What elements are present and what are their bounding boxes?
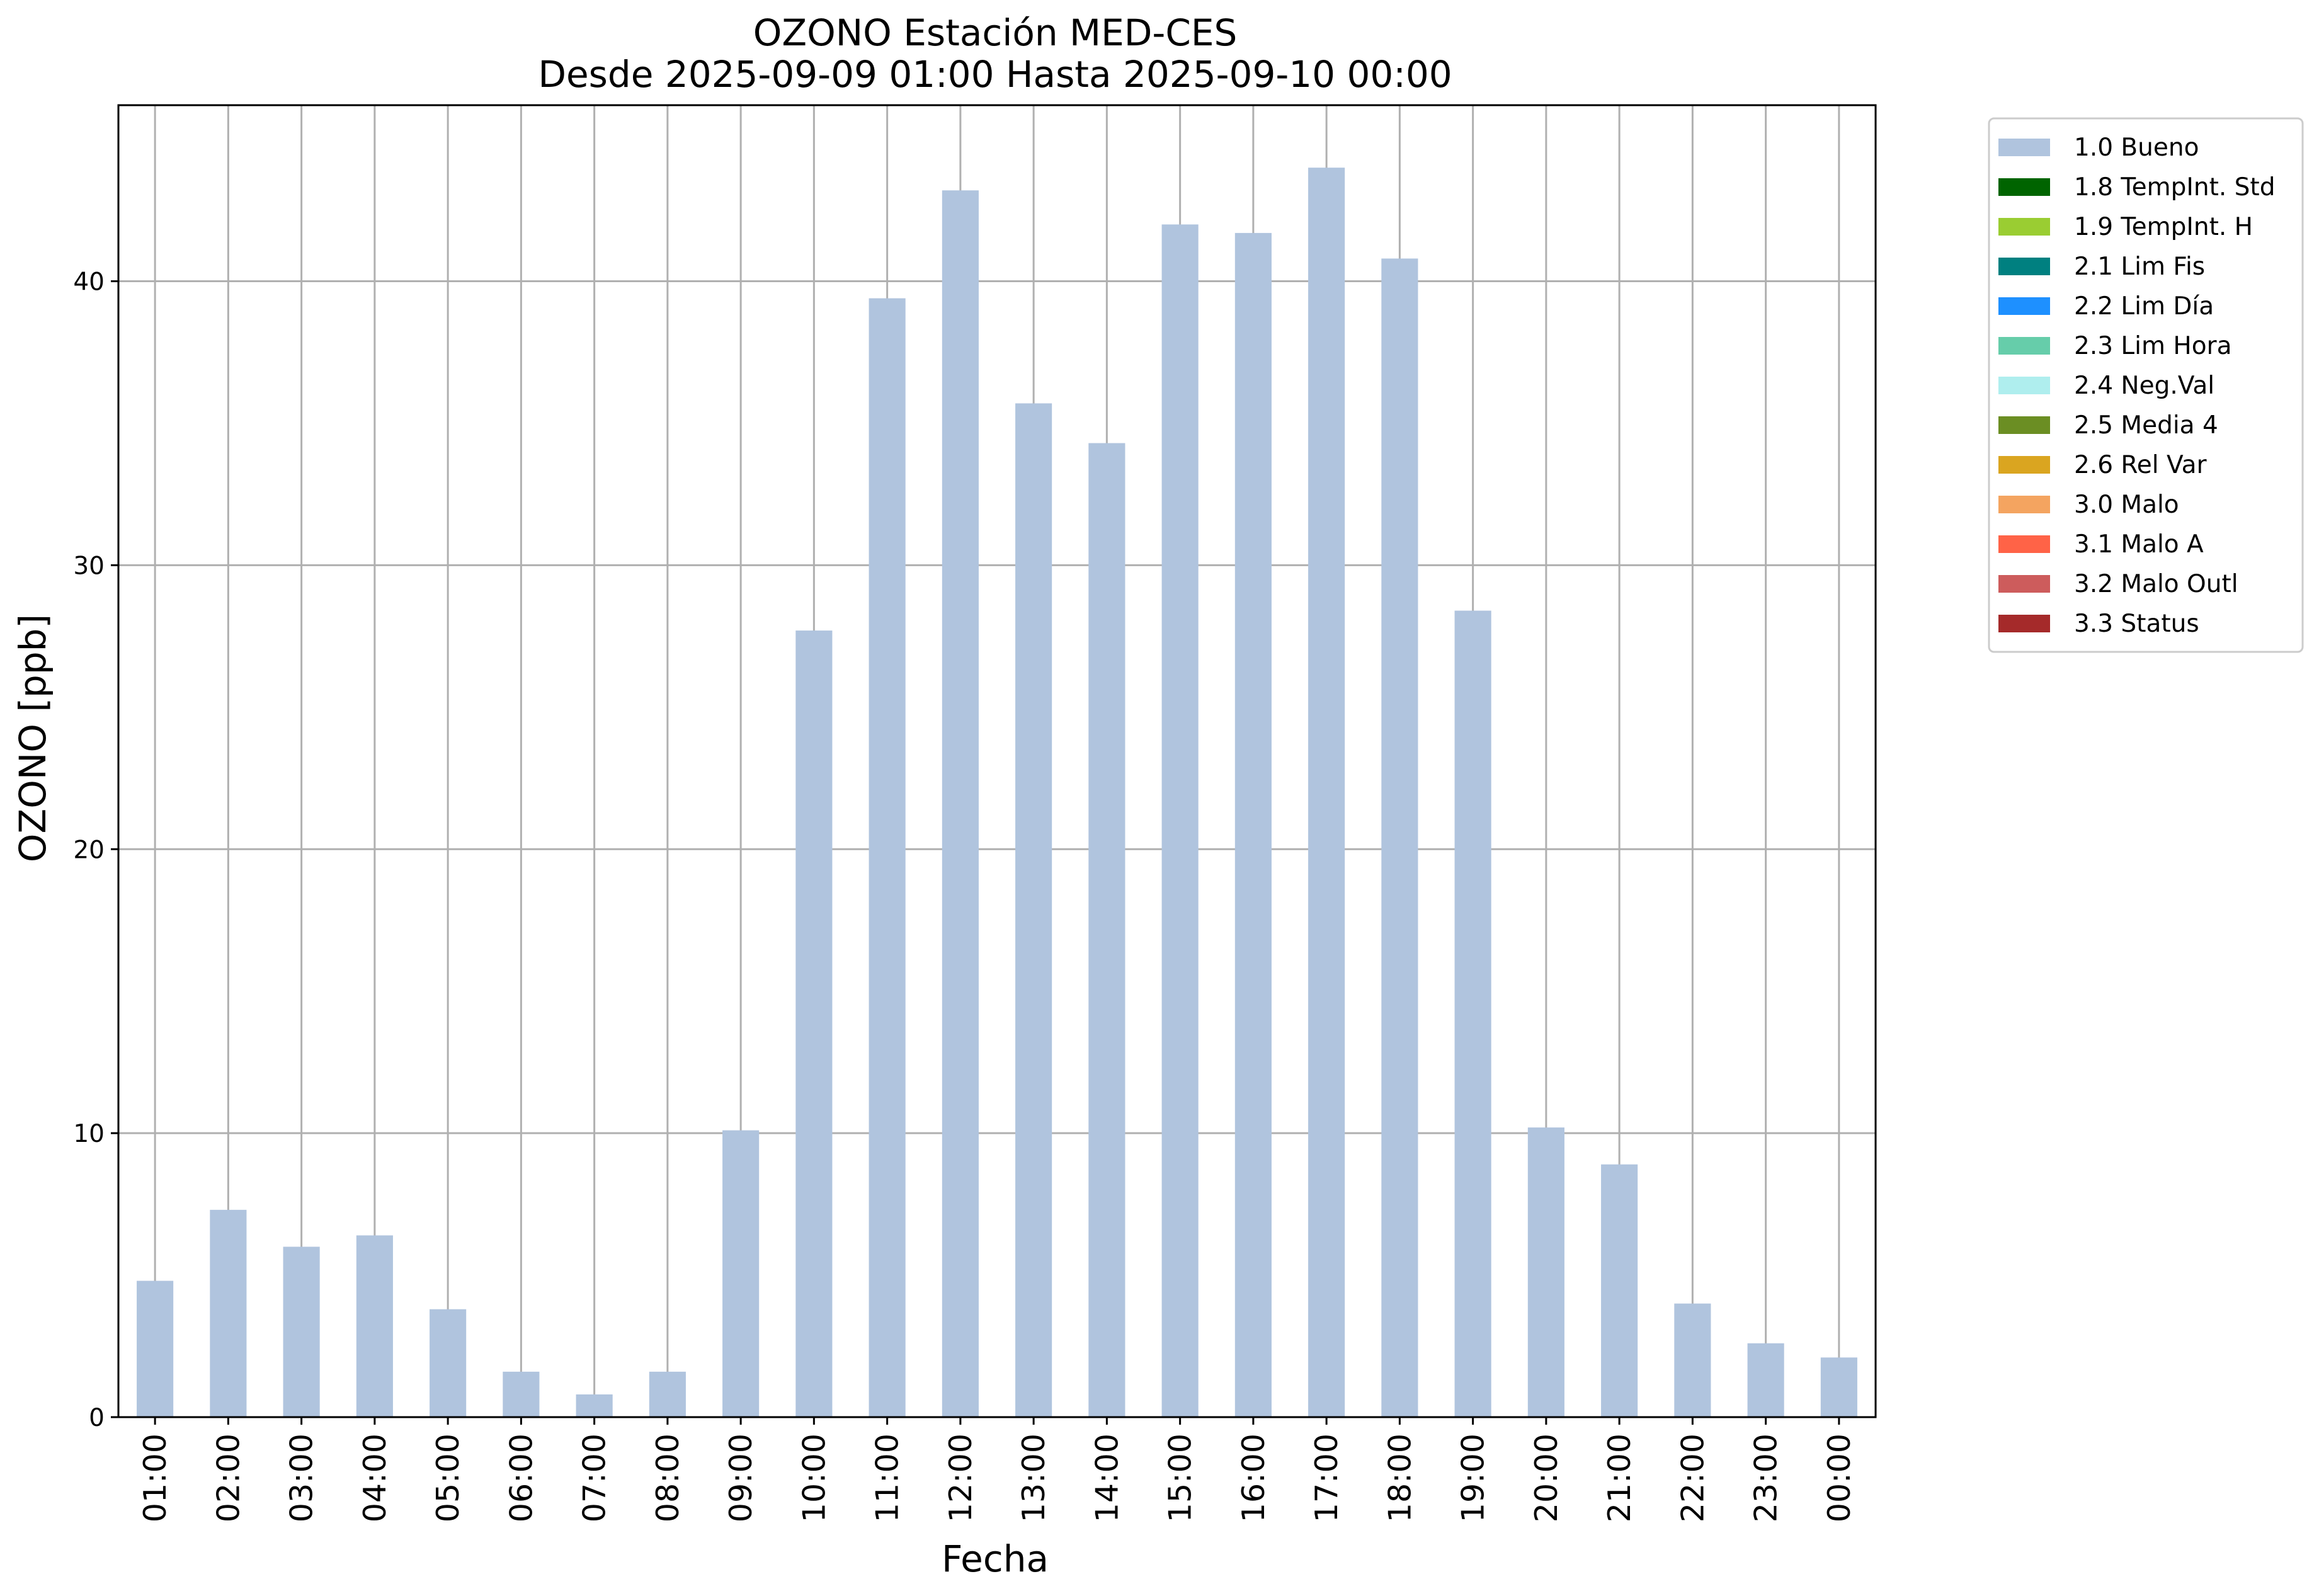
bar-2000 [1527,1127,1564,1417]
bar-0900 [722,1130,760,1417]
bar-0500 [430,1309,467,1417]
y-axis: 0 10 20 30 40 [73,268,118,1432]
x-tick-label: 03:00 [284,1434,320,1522]
bar-0000 [1820,1357,1857,1417]
x-tick-label: 19:00 [1456,1434,1491,1522]
x-tick-label: 09:00 [723,1434,759,1522]
x-tick-label: 10:00 [796,1434,832,1522]
x-tick-label: 04:00 [357,1434,393,1522]
bar-2300 [1747,1343,1784,1417]
legend-swatch [1998,337,2050,355]
legend-label: 2.3 Lim Hora [2074,332,2232,360]
x-tick-label: 05:00 [430,1434,466,1522]
legend-label: 3.2 Malo Outl [2074,570,2238,598]
x-axis: 01:00 02:00 03:00 04:00 05:00 06:00 07:00 08:00… [137,1417,1857,1522]
legend-label: 2.4 Neg.Val [2074,372,2214,400]
bar-0200 [210,1209,247,1417]
legend-label: 2.2 Lim Día [2074,292,2214,321]
legend-swatch [1998,496,2050,513]
chart-subtitle: Desde 2025-09-09 01:00 Hasta 2025-09-10 … [538,53,1452,96]
legend-swatch [1998,377,2050,394]
legend-label: 3.3 Status [2074,610,2199,638]
x-tick-label: 17:00 [1309,1434,1345,1522]
bar-1400 [1088,443,1125,1417]
bar-2100 [1601,1164,1638,1417]
x-tick-label: 00:00 [1821,1434,1857,1522]
legend-label: 3.0 Malo [2074,491,2179,519]
legend-swatch [1998,297,2050,315]
x-tick-label: 18:00 [1382,1434,1418,1522]
x-tick-label: 06:00 [503,1434,539,1522]
legend-label: 2.6 Rel Var [2074,451,2208,479]
x-tick-label: 01:00 [137,1434,173,1522]
x-tick-label: 16:00 [1236,1434,1272,1522]
y-axis-label: OZONO [ppb] [11,614,54,862]
x-tick-label: 22:00 [1675,1434,1711,1522]
legend-label: 1.0 Bueno [2074,134,2199,162]
x-tick-label: 13:00 [1016,1434,1052,1522]
bar-1700 [1308,168,1345,1418]
legend-swatch [1998,139,2050,156]
x-axis-label: Fecha [942,1537,1049,1580]
bar-0300 [283,1246,320,1417]
x-tick-label: 11:00 [870,1434,906,1522]
x-tick-label: 23:00 [1748,1434,1784,1522]
x-tick-label: 12:00 [943,1434,979,1522]
legend-label: 1.8 TempInt. Std [2074,173,2275,202]
y-tick-label: 40 [73,268,105,297]
bar-1800 [1381,258,1418,1417]
bar-0100 [137,1280,174,1417]
y-tick-label: 10 [73,1120,105,1148]
x-tick-label: 21:00 [1602,1434,1638,1522]
bar-1600 [1234,232,1272,1417]
legend: 1.0 Bueno 1.8 TempInt. Std 1.9 TempInt. H 2… [1988,117,2304,653]
bars [137,168,1857,1418]
x-tick-label: 07:00 [577,1434,613,1522]
y-tick-label: 20 [73,836,105,864]
legend-label: 3.1 Malo A [2074,530,2204,559]
legend-swatch [1998,218,2050,236]
legend-swatch [1998,456,2050,474]
legend-box [1988,117,2304,653]
legend-label: 2.1 Lim Fis [2074,253,2205,281]
legend-label: 2.5 Media 4 [2074,411,2218,440]
bar-1100 [869,298,906,1417]
bar-0600 [503,1371,540,1417]
chart-title: OZONO Estación MED-CES [753,11,1238,54]
bar-2200 [1674,1303,1711,1417]
legend-swatch [1998,178,2050,196]
legend-swatch [1998,575,2050,593]
x-tick-label: 20:00 [1529,1434,1564,1522]
y-tick-label: 0 [89,1404,105,1432]
bar-1300 [1015,403,1052,1417]
legend-swatch [1998,258,2050,275]
x-tick-label: 08:00 [650,1434,686,1522]
x-tick-label: 02:00 [210,1434,246,1522]
legend-swatch [1998,535,2050,553]
x-tick-label: 15:00 [1163,1434,1199,1522]
x-tick-label: 14:00 [1089,1434,1125,1522]
bar-1000 [795,630,833,1417]
legend-swatch [1998,615,2050,632]
legend-swatch [1998,416,2050,434]
y-tick-label: 30 [73,552,105,580]
bar-0400 [356,1235,393,1417]
plot-area-frame [117,104,1877,1418]
bar-1200 [942,190,979,1417]
bar-0700 [576,1394,613,1417]
bar-1500 [1161,224,1199,1417]
bar-1900 [1454,610,1491,1417]
bar-0800 [649,1371,686,1417]
legend-label: 1.9 TempInt. H [2074,213,2253,241]
